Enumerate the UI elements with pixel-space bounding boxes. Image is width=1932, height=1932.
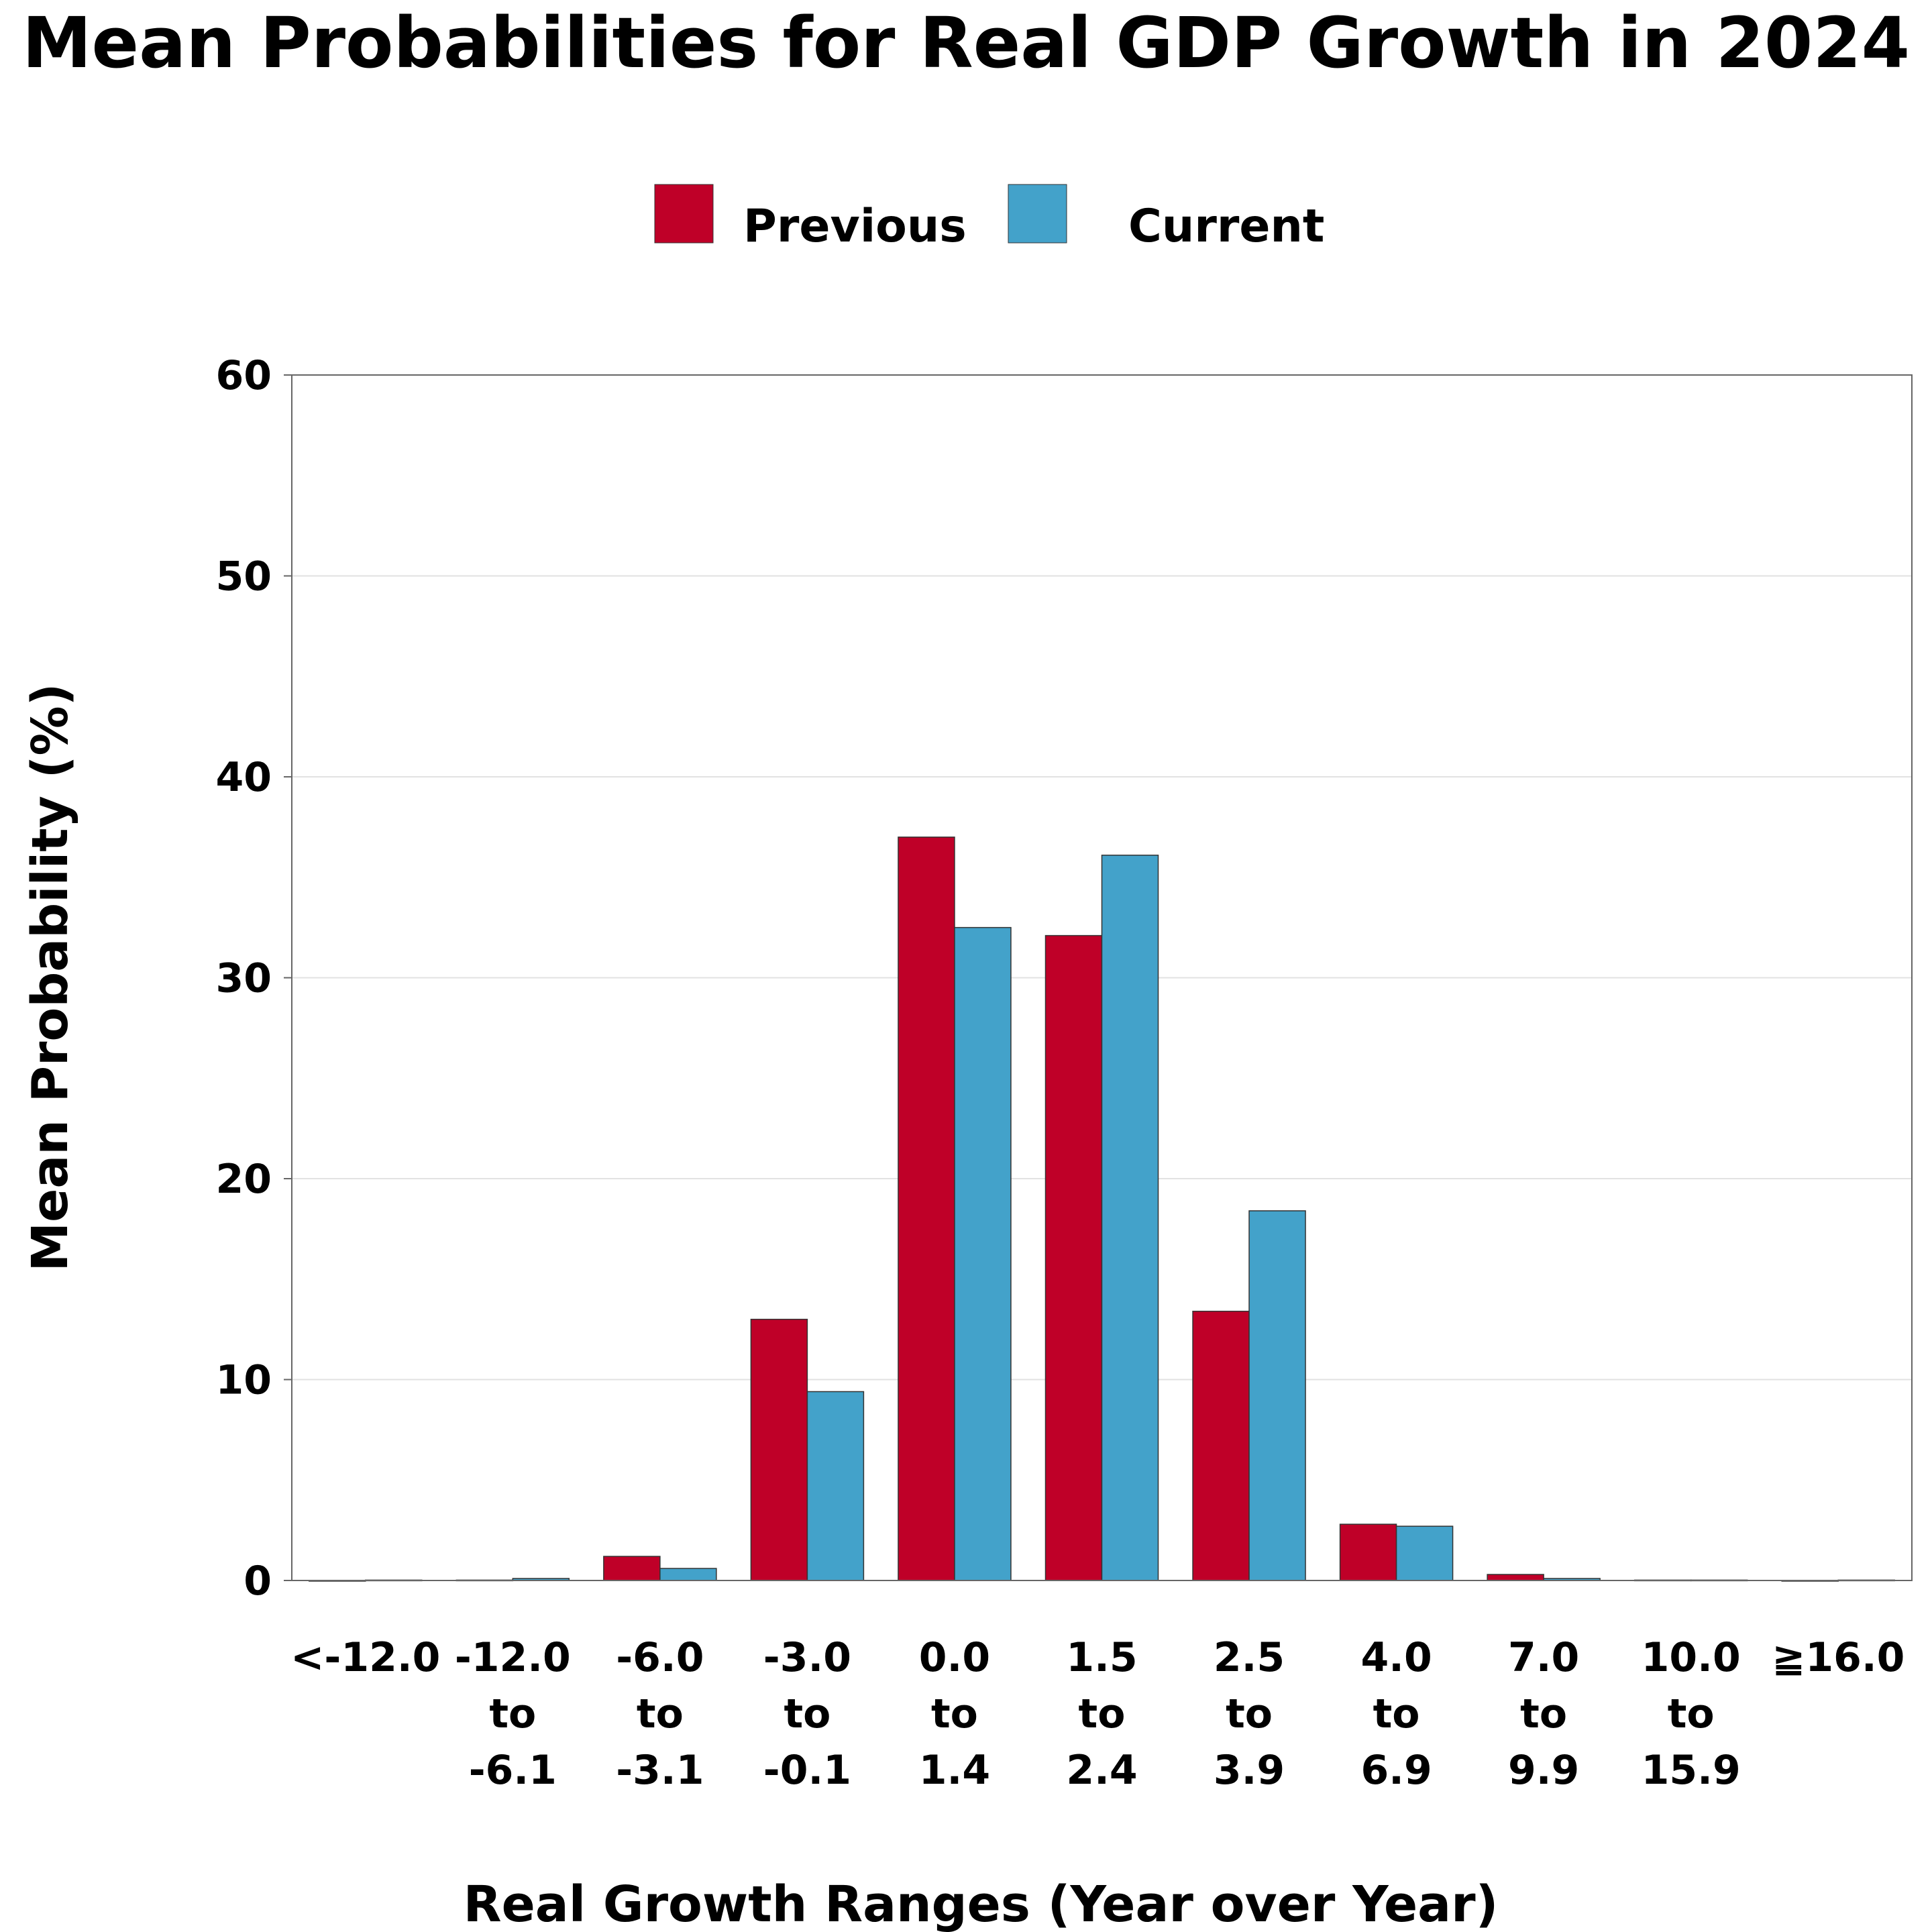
bar-previous	[1339, 1523, 1397, 1581]
x-category-label: to	[1668, 1690, 1715, 1737]
x-category-label: to	[784, 1690, 830, 1737]
x-axis-label: Real Growth Ranges (Year over Year)	[464, 1876, 1499, 1932]
x-category-label: 15.9	[1642, 1747, 1741, 1794]
x-category-label: -6.0	[616, 1634, 704, 1681]
y-tick-label: 30	[216, 955, 272, 1002]
x-category-label: -6.1	[469, 1747, 557, 1794]
bar-previous	[1192, 1310, 1250, 1581]
legend-label-current: Current	[1128, 200, 1324, 253]
x-category-label: to	[1079, 1690, 1126, 1737]
bar-current	[659, 1568, 717, 1581]
y-axis-label: Mean Probability (%)	[21, 684, 79, 1272]
bar-current	[954, 926, 1012, 1581]
legend: Previous Current	[654, 184, 1324, 253]
x-category-label: -3.1	[616, 1747, 704, 1794]
x-category-label: -0.1	[763, 1747, 851, 1794]
bars	[309, 837, 1895, 1582]
x-category-label: to	[489, 1690, 536, 1737]
y-tick-label: 40	[216, 754, 272, 801]
x-category-label: 2.4	[1066, 1747, 1137, 1794]
y-tick-label: 50	[216, 553, 272, 600]
x-category-label: <-12.0	[290, 1634, 440, 1681]
x-category-label: 1.4	[919, 1747, 990, 1794]
chart-title: Mean Probabilities for Real GDP Growth i…	[22, 2, 1910, 84]
y-tick-label: 60	[216, 352, 272, 399]
bar-previous	[750, 1318, 808, 1581]
x-category-label: to	[1520, 1690, 1567, 1737]
x-category-label: ≧16.0	[1772, 1634, 1904, 1681]
x-category-label: 2.5	[1214, 1634, 1285, 1681]
x-category-label: 6.9	[1360, 1747, 1432, 1794]
bar-current	[1101, 855, 1159, 1581]
y-tick-label: 20	[216, 1156, 272, 1203]
legend-swatch-current	[1008, 184, 1067, 244]
bar-previous	[1487, 1574, 1544, 1581]
x-category-label: 9.9	[1508, 1747, 1579, 1794]
x-axis-categories: <-12.0 -12.0 to -6.1 -6.0 to -3.1 -3.0 to -0.1 0.0…	[290, 1634, 1904, 1794]
bar-previous	[1044, 934, 1103, 1581]
legend-label-previous: Previous	[743, 200, 967, 253]
y-axis-ticks: 0 10 20 30 40 50 60	[216, 352, 292, 1605]
x-category-label: 7.0	[1508, 1634, 1579, 1681]
bar-current	[1248, 1210, 1306, 1581]
x-category-label: 4.0	[1360, 1634, 1432, 1681]
x-category-label: to	[931, 1690, 978, 1737]
x-category-label: to	[1373, 1690, 1420, 1737]
x-category-label: -12.0	[455, 1634, 571, 1681]
x-category-label: -3.0	[763, 1634, 851, 1681]
y-tick-label: 10	[216, 1357, 272, 1404]
x-category-label: to	[1226, 1690, 1273, 1737]
bar-current	[1395, 1525, 1454, 1581]
x-category-label: 3.9	[1214, 1747, 1285, 1794]
x-category-label: 10.0	[1642, 1634, 1741, 1681]
bar-previous	[603, 1556, 661, 1581]
x-category-label: 0.0	[919, 1634, 990, 1681]
bar-current	[806, 1391, 865, 1581]
legend-swatch-previous	[654, 184, 714, 244]
y-tick-label: 0	[244, 1558, 272, 1605]
bar-previous	[898, 837, 955, 1581]
x-category-label: to	[637, 1690, 684, 1737]
x-category-label: 1.5	[1066, 1634, 1137, 1681]
